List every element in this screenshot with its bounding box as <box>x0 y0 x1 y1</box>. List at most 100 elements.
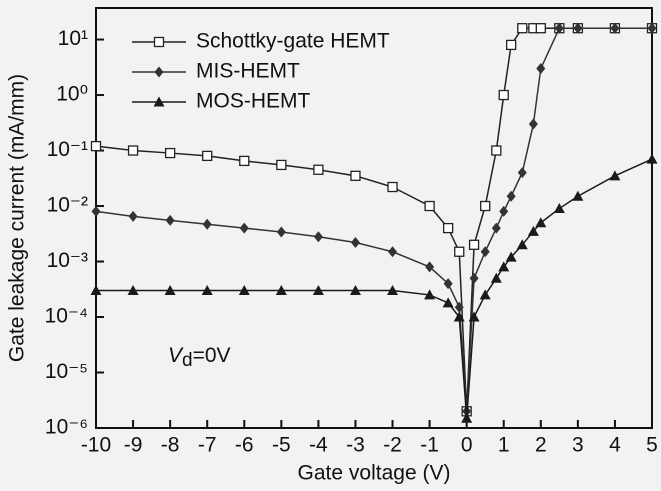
legend-label: Schottky-gate HEMT <box>196 30 390 53</box>
x-tick-label: 3 <box>572 434 584 457</box>
marker <box>387 181 398 193</box>
marker <box>127 285 139 296</box>
marker <box>313 164 324 175</box>
marker <box>479 289 491 300</box>
marker <box>202 150 213 162</box>
x-tick-label: -4 <box>309 434 328 457</box>
marker <box>164 147 176 159</box>
marker <box>516 239 528 250</box>
x-tick-label: -10 <box>81 434 111 457</box>
marker <box>350 170 361 181</box>
marker <box>442 297 454 308</box>
marker <box>276 159 287 171</box>
x-tick-label: -1 <box>420 434 439 457</box>
marker <box>573 22 583 34</box>
marker <box>490 272 502 283</box>
marker <box>553 203 565 214</box>
y-tick-label: 10⁰ <box>56 83 88 106</box>
marker <box>424 200 435 212</box>
marker <box>453 311 465 322</box>
x-tick-label: 0 <box>461 434 473 457</box>
x-tick-label: -9 <box>124 434 143 457</box>
x-tick-label: -6 <box>235 434 254 457</box>
legend-label: MOS-HEMT <box>196 90 310 113</box>
y-tick-label: 10⁻⁵ <box>45 360 88 383</box>
marker <box>201 285 213 296</box>
marker <box>387 285 399 296</box>
x-tick-label: 1 <box>498 434 510 457</box>
marker <box>442 222 454 234</box>
marker <box>461 412 473 423</box>
marker <box>468 311 480 322</box>
marker <box>90 285 102 296</box>
marker <box>491 145 502 156</box>
marker <box>276 226 286 238</box>
marker <box>572 190 584 201</box>
y-tick-label: 10¹ <box>58 27 88 50</box>
marker <box>505 251 517 262</box>
marker <box>238 285 250 296</box>
marker <box>480 246 490 258</box>
marker <box>505 39 517 51</box>
marker <box>528 118 538 130</box>
marker <box>609 170 621 181</box>
x-tick-label: 4 <box>609 434 621 457</box>
x-tick-label: -8 <box>161 434 180 457</box>
marker <box>499 205 509 217</box>
marker <box>647 22 657 34</box>
x-axis-title: Gate voltage (V) <box>298 462 451 485</box>
marker <box>527 225 539 236</box>
y-tick-label: 10⁻² <box>47 194 88 217</box>
x-tick-label: -2 <box>383 434 402 457</box>
marker <box>468 239 480 250</box>
marker <box>454 246 465 257</box>
marker <box>498 261 510 272</box>
marker <box>164 285 176 296</box>
x-tick-label: -5 <box>272 434 291 457</box>
marker <box>535 23 546 34</box>
legend-label: MIS-HEMT <box>196 60 300 83</box>
marker <box>91 205 101 217</box>
x-tick-label: -3 <box>346 434 365 457</box>
marker <box>313 231 323 243</box>
marker <box>128 210 138 222</box>
x-tick-label: -7 <box>198 434 217 457</box>
plot-frame <box>95 7 653 429</box>
marker <box>239 155 250 167</box>
marker <box>506 190 516 202</box>
y-tick-label: 10⁻³ <box>47 249 88 272</box>
marker <box>535 217 547 228</box>
marker <box>554 22 564 34</box>
marker <box>424 289 436 300</box>
marker <box>388 246 398 258</box>
marker <box>202 218 212 230</box>
y-tick-label: 10⁻¹ <box>47 138 88 161</box>
legend-marker <box>153 36 165 48</box>
annotation: Vd=0V <box>168 344 231 371</box>
marker <box>454 301 464 313</box>
marker <box>350 237 360 249</box>
marker <box>469 272 479 284</box>
marker <box>165 214 175 226</box>
legend-marker <box>153 96 165 107</box>
annotation-subscript: d <box>182 350 193 371</box>
marker <box>536 63 546 75</box>
marker <box>491 222 501 234</box>
marker <box>610 22 620 34</box>
x-tick-label: 2 <box>535 434 547 457</box>
marker <box>425 261 435 273</box>
marker <box>498 89 509 101</box>
marker <box>480 200 491 212</box>
marker <box>90 140 102 152</box>
annotation-symbol: V <box>168 344 184 367</box>
marker <box>443 278 453 290</box>
marker <box>312 285 324 296</box>
marker <box>517 167 527 179</box>
marker <box>239 222 249 234</box>
y-tick-label: 10⁻⁶ <box>45 416 88 439</box>
marker <box>517 23 528 34</box>
legend-marker <box>154 66 164 78</box>
marker <box>646 153 658 164</box>
marker <box>275 285 287 296</box>
